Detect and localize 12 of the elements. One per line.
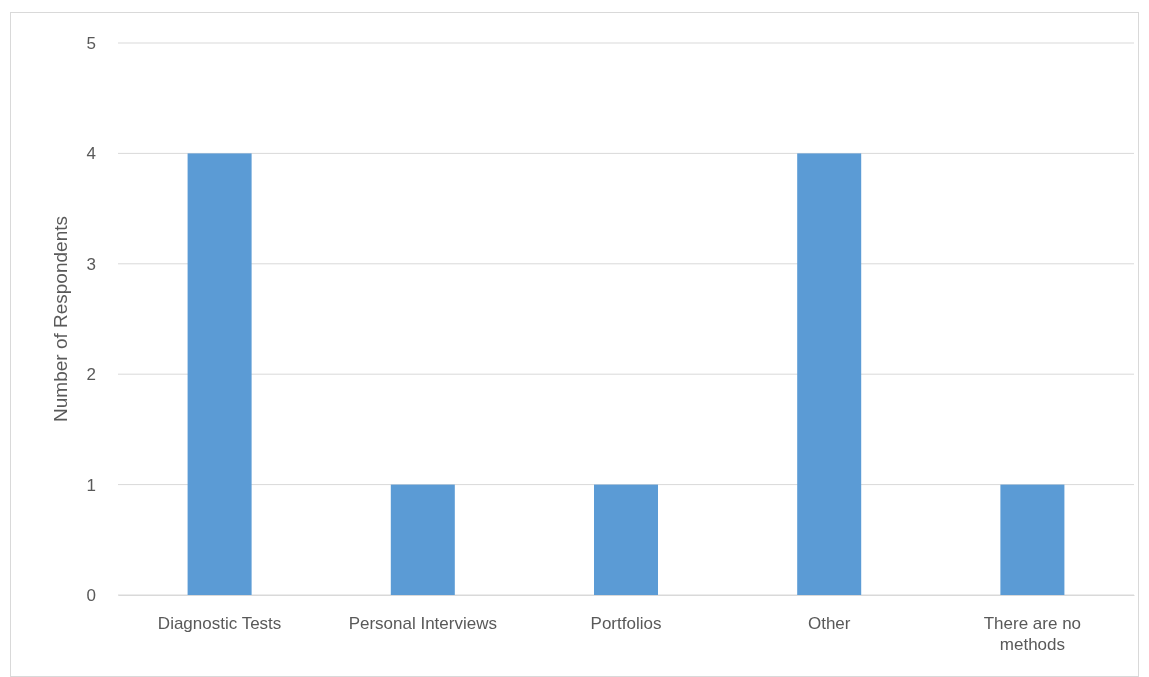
x-tick-label: Portfolios <box>590 614 662 634</box>
y-tick-label: 4 <box>86 144 96 164</box>
y-tick-label: 0 <box>86 585 96 605</box>
x-tick-label: Other <box>807 614 851 634</box>
x-tick-label: Personal Interviews <box>348 614 497 634</box>
y-tick-label: 1 <box>86 475 96 495</box>
x-tick-label: There are no methods <box>983 614 1082 655</box>
y-tick-label: 3 <box>86 254 96 274</box>
y-tick-label: 2 <box>86 365 96 385</box>
y-tick-label: 5 <box>86 33 96 53</box>
x-tick-label: Diagnostic Tests <box>157 614 282 634</box>
y-axis-title: Number of Respondents <box>50 216 71 422</box>
